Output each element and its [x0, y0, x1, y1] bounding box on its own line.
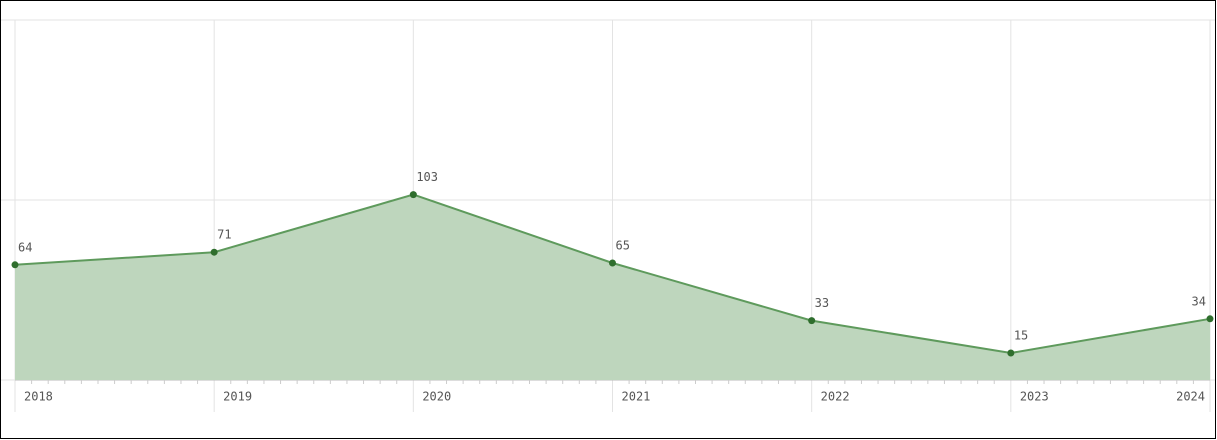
- point: [409, 191, 417, 199]
- data-label: 34: [1192, 294, 1206, 308]
- point: [210, 248, 218, 256]
- data-label: 15: [1014, 329, 1028, 343]
- x-tick-label: 2018: [24, 390, 53, 404]
- data-label: 103: [416, 170, 438, 184]
- area: [15, 194, 1210, 380]
- x-tick-label: 2023: [1020, 390, 1049, 404]
- x-tick-label: 2020: [422, 390, 451, 404]
- data-label: 64: [18, 240, 32, 254]
- x-tick-label: 2019: [223, 390, 252, 404]
- point: [11, 261, 19, 269]
- x-tick-label: 2022: [821, 390, 850, 404]
- point: [1007, 349, 1015, 357]
- point: [808, 317, 816, 325]
- x-tick-label: 2021: [622, 390, 651, 404]
- data-label: 71: [217, 228, 231, 242]
- x-tick-label: 2024: [1176, 390, 1205, 404]
- point: [1206, 315, 1214, 323]
- data-label: 33: [815, 296, 829, 310]
- data-label: 65: [616, 239, 630, 253]
- point: [609, 259, 616, 267]
